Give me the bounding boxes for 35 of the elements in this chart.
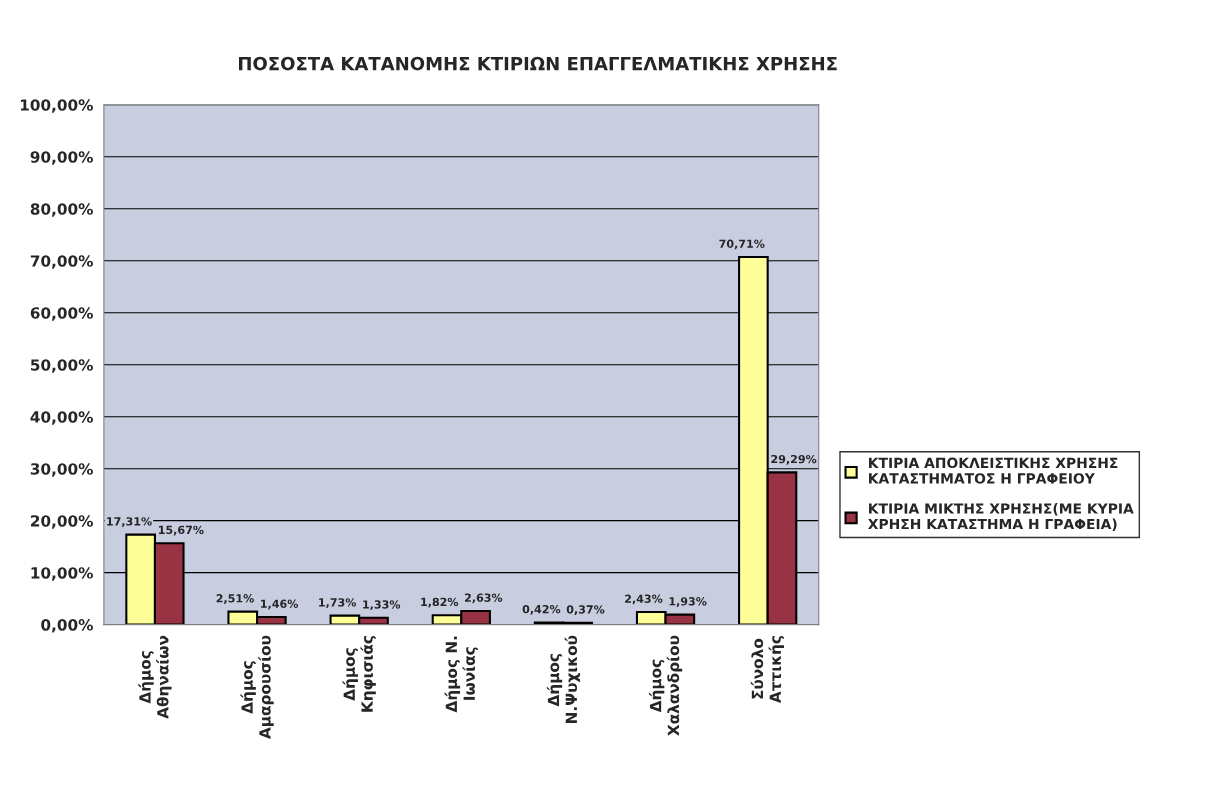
data-label: 15,67% xyxy=(158,525,204,536)
y-tick-label: 30,00% xyxy=(30,463,93,477)
legend-label: ΚΤΙΡΙΑ ΜΙΚΤΗΣ ΧΡΗΣΗΣ(ΜΕ ΚΥΡΙΑ ΧΡΗΣΗ ΚΑΤΑΣΤΗΜΑ Η ΓΡΑΦΕΙΑ) xyxy=(868,503,1134,531)
x-tick-label: Δήμος Ν.Ψυχικού xyxy=(546,635,581,724)
legend-label: ΚΤΙΡΙΑ ΑΠΟΚΛΕΙΣΤΙΚΗΣ ΧΡΗΣΗΣ ΚΑΤΑΣΤΗΜΑΤΟΣ Η ΓΡΑΦΕΙΟΥ xyxy=(869,457,1118,484)
data-label: 0,42% xyxy=(522,604,561,615)
y-tick-label: 70,00% xyxy=(30,255,93,269)
y-tick-label: 80,00% xyxy=(30,203,93,217)
x-tick-label: Δήμος Αθηναίων xyxy=(138,635,172,719)
data-label: 2,51% xyxy=(216,594,254,604)
x-tick-label: Σύνολο Αττικής xyxy=(750,636,784,704)
data-label: 2,43% xyxy=(625,594,663,605)
y-tick-label: 10,00% xyxy=(31,567,93,581)
y-tick-label: 100,00% xyxy=(20,99,93,113)
data-label: 17,31% xyxy=(107,517,152,527)
x-tick-label: Δήμος Χαλανδρίου xyxy=(648,635,683,736)
chart-title: ΠΟΣΟΣΤΑ ΚΑΤΑΝΟΜΗΣ ΚΤΙΡΙΩΝ ΕΠΑΓΓΕΛΜΑΤΙΚΗΣ ΧΡΗΣΗΣ xyxy=(239,56,837,71)
y-tick-label: 40,00% xyxy=(30,411,93,425)
data-label: 2,63% xyxy=(464,593,503,604)
data-label: 1,82% xyxy=(421,597,459,608)
y-tick-label: 50,00% xyxy=(31,359,93,373)
data-label: 1,46% xyxy=(261,599,299,610)
data-label: 70,71% xyxy=(719,239,765,250)
data-label: 0,37% xyxy=(566,605,605,616)
data-label: 29,29% xyxy=(771,454,817,465)
y-tick-label: 0,00% xyxy=(41,619,93,633)
data-label: 1,33% xyxy=(363,600,401,611)
data-label: 1,73% xyxy=(319,598,357,608)
data-label: 1,93% xyxy=(669,597,707,607)
y-tick-label: 20,00% xyxy=(31,515,93,529)
y-tick-label: 60,00% xyxy=(30,307,93,321)
x-tick-label: Δήμος Αμαρουσίου xyxy=(240,635,274,739)
x-tick-label: Δήμος Κηφισιάς xyxy=(342,636,376,712)
x-tick-label: Δήμος Ν. Ιωνίας xyxy=(444,636,478,713)
y-tick-label: 90,00% xyxy=(30,151,93,165)
